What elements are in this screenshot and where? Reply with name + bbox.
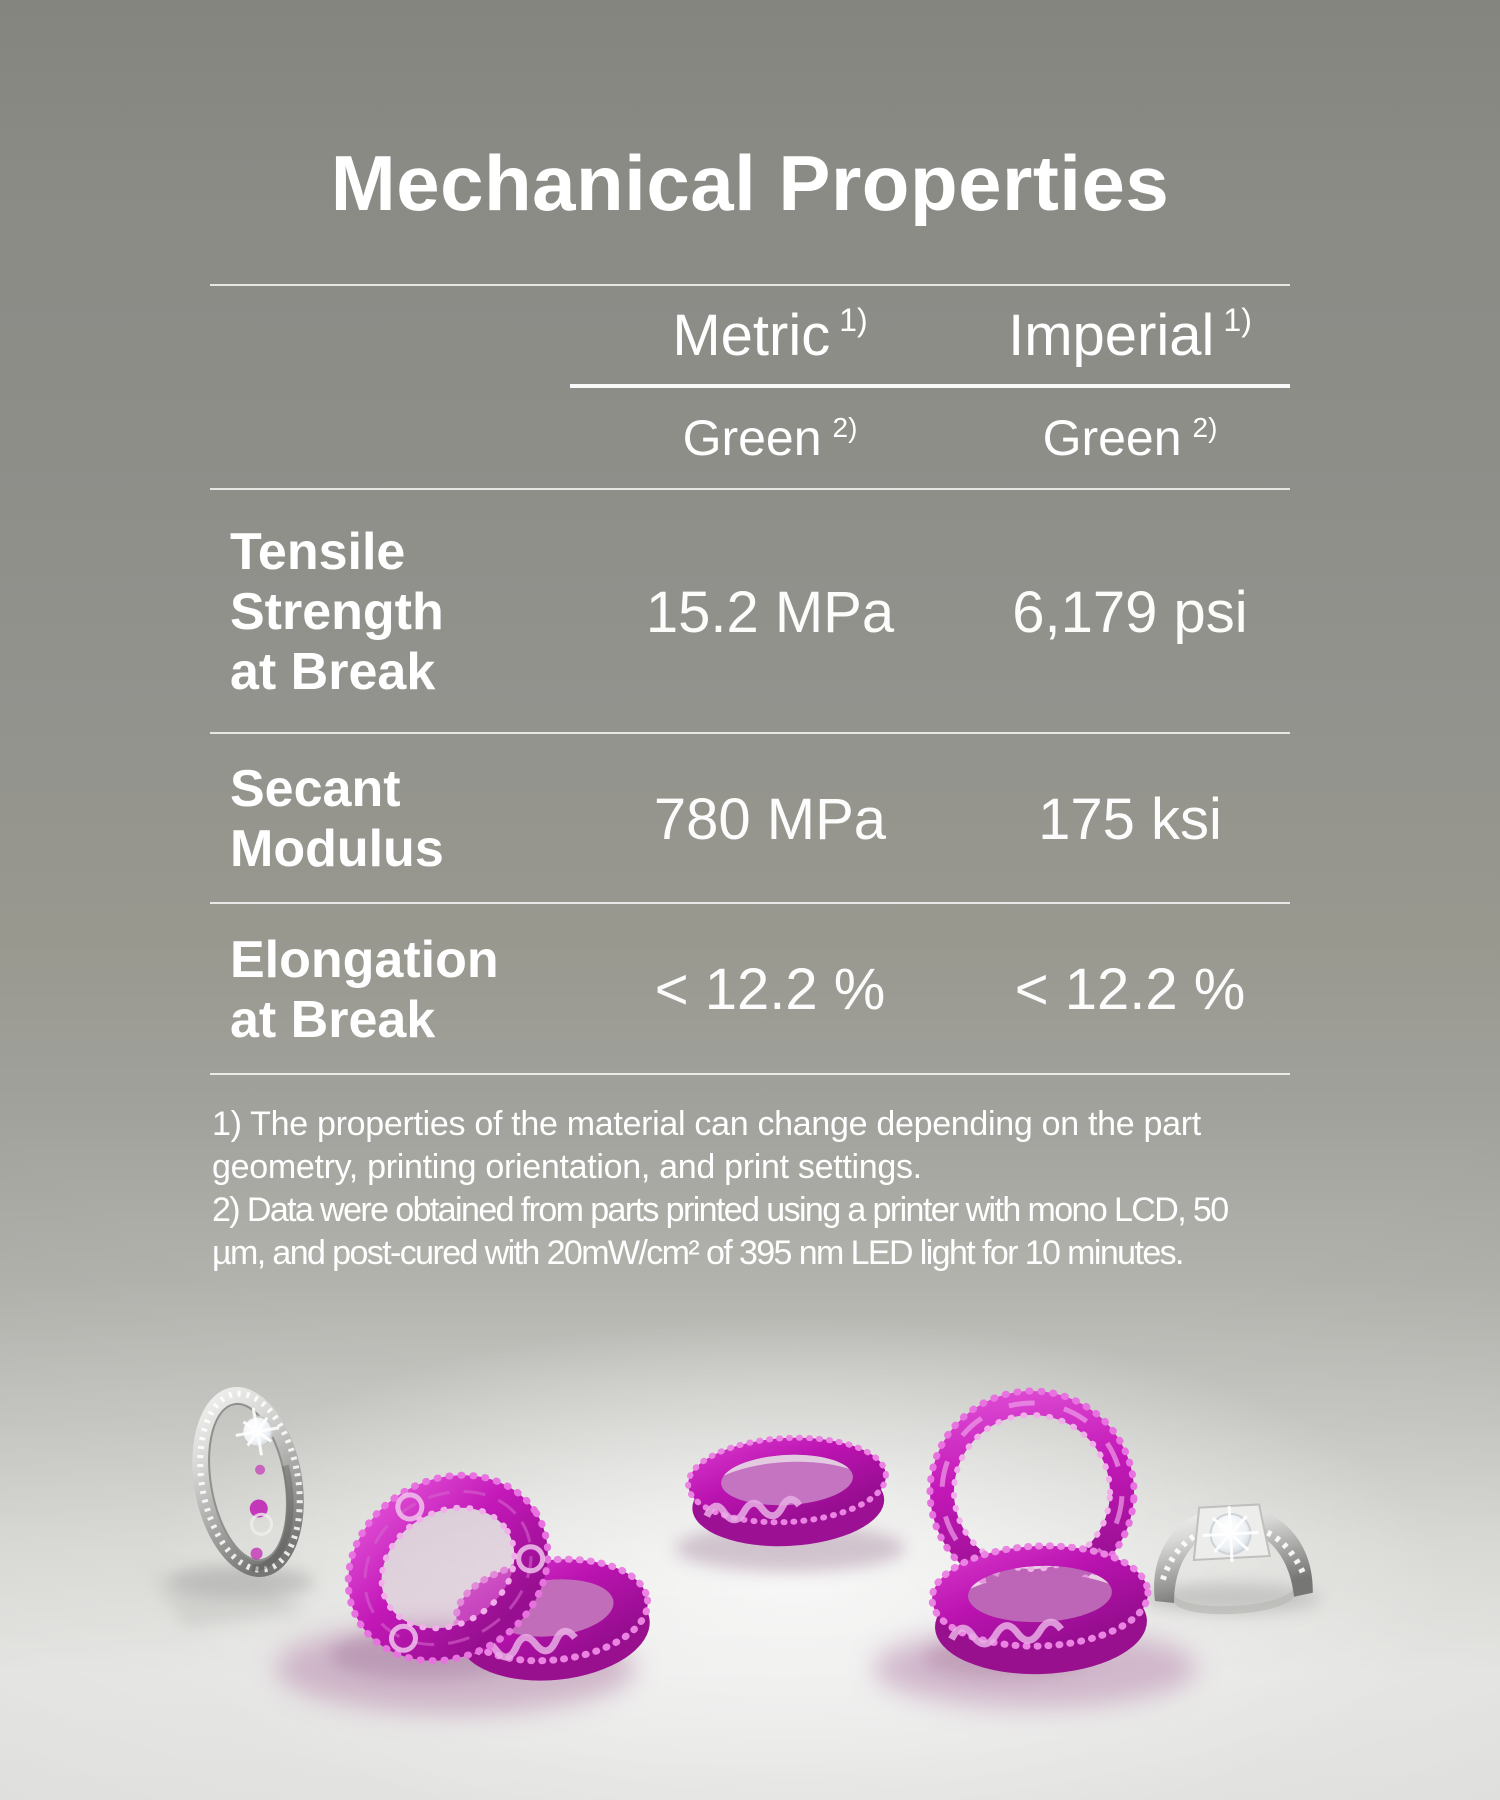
wax-ring-beaded-edge-inner xyxy=(951,1411,1113,1573)
row-label-secant-modulus: Secant Modulus xyxy=(210,759,570,879)
row-label-line: Elongation xyxy=(230,930,499,989)
wax-ring-leaning xyxy=(344,1471,552,1665)
silver-ring-pave-left xyxy=(1160,1533,1197,1581)
product-photo-rings xyxy=(150,1386,1321,1714)
silver-ring-right xyxy=(1154,1503,1313,1615)
tensile-strength-imperial-value: 6,179 psi xyxy=(1012,579,1248,645)
diamond-sparkle xyxy=(235,1407,280,1456)
silver-ring-pave-diamonds xyxy=(197,1390,303,1573)
wax-ring-filigree xyxy=(948,1618,1064,1648)
silver-ring-left xyxy=(192,1386,304,1577)
wax-ring-beaded-edge xyxy=(685,1434,889,1526)
wax-ring-base xyxy=(928,1542,1152,1675)
footnote-ref-2: 2) xyxy=(1192,412,1218,443)
silver-ring-pave-right xyxy=(1265,1529,1306,1574)
wax-ring-band-texture xyxy=(939,1400,1125,1584)
table-subheader-row: Green 2) Green 2) xyxy=(210,388,1290,488)
wax-ring-filigree-curl xyxy=(516,1544,546,1574)
row-label-line: Modulus xyxy=(230,820,444,878)
wax-ring-middle xyxy=(685,1434,889,1547)
row-label-line: Secant xyxy=(230,760,401,818)
row-label-line: at Break xyxy=(230,643,436,701)
properties-table: Metric 1) Imperial 1) Green 2) Green 2) Tens… xyxy=(210,284,1290,1077)
wax-ring-top-face xyxy=(932,1545,1148,1647)
wax-accent xyxy=(250,1547,263,1560)
table-rule-bottom xyxy=(210,1073,1290,1075)
subheader-imperial-green: Green 2) xyxy=(970,409,1290,467)
footnote-2-line-1: 2) Data were obtained from parts printed… xyxy=(212,1191,1229,1229)
table-rule-row1 xyxy=(210,732,1290,734)
wax-accent xyxy=(255,1464,266,1475)
secant-modulus-imperial-value: 175 ksi xyxy=(1038,786,1222,852)
screw-motif xyxy=(250,1512,274,1536)
wax-ring-top-face xyxy=(688,1437,886,1523)
row-label-line: Tensile xyxy=(230,523,406,581)
silver-ring-inner-edge xyxy=(208,1402,288,1562)
wax-ring-beaded-edge-inner xyxy=(378,1504,518,1632)
table-rule-subheader xyxy=(210,488,1290,490)
column-header-metric-label: Metric xyxy=(672,302,831,368)
footnote-ref-1: 1) xyxy=(839,301,868,338)
row-label-tensile-strength: Tensile Strength at Break xyxy=(210,522,570,702)
secant-modulus-metric-value: 780 MPa xyxy=(653,786,887,852)
footnote-1-line-1: 1) The properties of the material can ch… xyxy=(212,1105,1201,1143)
wax-ring-filigree-curl xyxy=(388,1623,418,1653)
elongation-metric-value: < 12.2 % xyxy=(654,957,886,1022)
footnote-ref-2: 2) xyxy=(832,412,858,443)
column-header-imperial-label: Imperial xyxy=(1008,302,1215,368)
column-header-imperial: Imperial 1) xyxy=(970,302,1290,369)
row-label-line: Strength xyxy=(230,583,444,641)
diamond-sparkle xyxy=(1202,1505,1259,1563)
footnote-2-line-2: µm, and post-cured with 20mW/cm² of 395 … xyxy=(212,1234,1184,1272)
subheader-imperial-green-label: Green xyxy=(1042,410,1182,466)
wax-ring-beaded-edge-outer xyxy=(344,1471,552,1665)
wax-ring-beaded-edge xyxy=(928,1542,1152,1650)
table-rule-header-underline xyxy=(570,384,1290,388)
table-rule-row2 xyxy=(210,902,1290,904)
elongation-imperial-value: < 12.2 % xyxy=(1014,957,1246,1022)
wax-ring-filigree xyxy=(703,1495,803,1524)
wax-ring-filigree xyxy=(472,1627,578,1661)
subheader-metric-green-label: Green xyxy=(682,410,822,466)
silver-ring-band xyxy=(192,1386,304,1577)
wax-ring-hole xyxy=(721,1454,853,1506)
wax-ring-hole xyxy=(364,1491,532,1645)
silver-ring-shade xyxy=(195,1398,294,1572)
footnotes: 1) The properties of the material can ch… xyxy=(212,1103,1352,1275)
silver-ring-band xyxy=(1154,1506,1313,1604)
row-label-elongation: Elongation at Break xyxy=(210,930,570,1050)
shadow-left-silver-ring-core xyxy=(170,1566,314,1598)
footnote-ref-1: 1) xyxy=(1223,301,1252,338)
row-label-line: at Break xyxy=(230,990,436,1049)
table-row-secant-modulus: Secant Modulus 780 MPa 175 ksi xyxy=(210,734,1290,904)
wax-ring-hole xyxy=(967,1565,1112,1623)
table-header-row: Metric 1) Imperial 1) xyxy=(210,284,1290,386)
subheader-metric-green: Green 2) xyxy=(570,409,970,467)
wax-ring-band xyxy=(348,1475,548,1661)
column-header-metric: Metric 1) xyxy=(570,302,970,369)
page-title: Mechanical Properties xyxy=(330,139,1170,227)
table-rule-top xyxy=(210,284,1290,286)
silver-ring-far-edge xyxy=(1173,1586,1294,1615)
tensile-strength-metric-value: 15.2 MPa xyxy=(645,579,895,645)
table-row-elongation: Elongation at Break < 12.2 % < 12.2 % xyxy=(210,904,1290,1075)
wax-ring-filigree-curl xyxy=(395,1492,425,1522)
footnote-1-line-2: geometry, printing orientation, and prin… xyxy=(212,1148,922,1186)
table-row-tensile-strength: Tensile Strength at Break 15.2 MPa 6,179… xyxy=(210,490,1290,734)
